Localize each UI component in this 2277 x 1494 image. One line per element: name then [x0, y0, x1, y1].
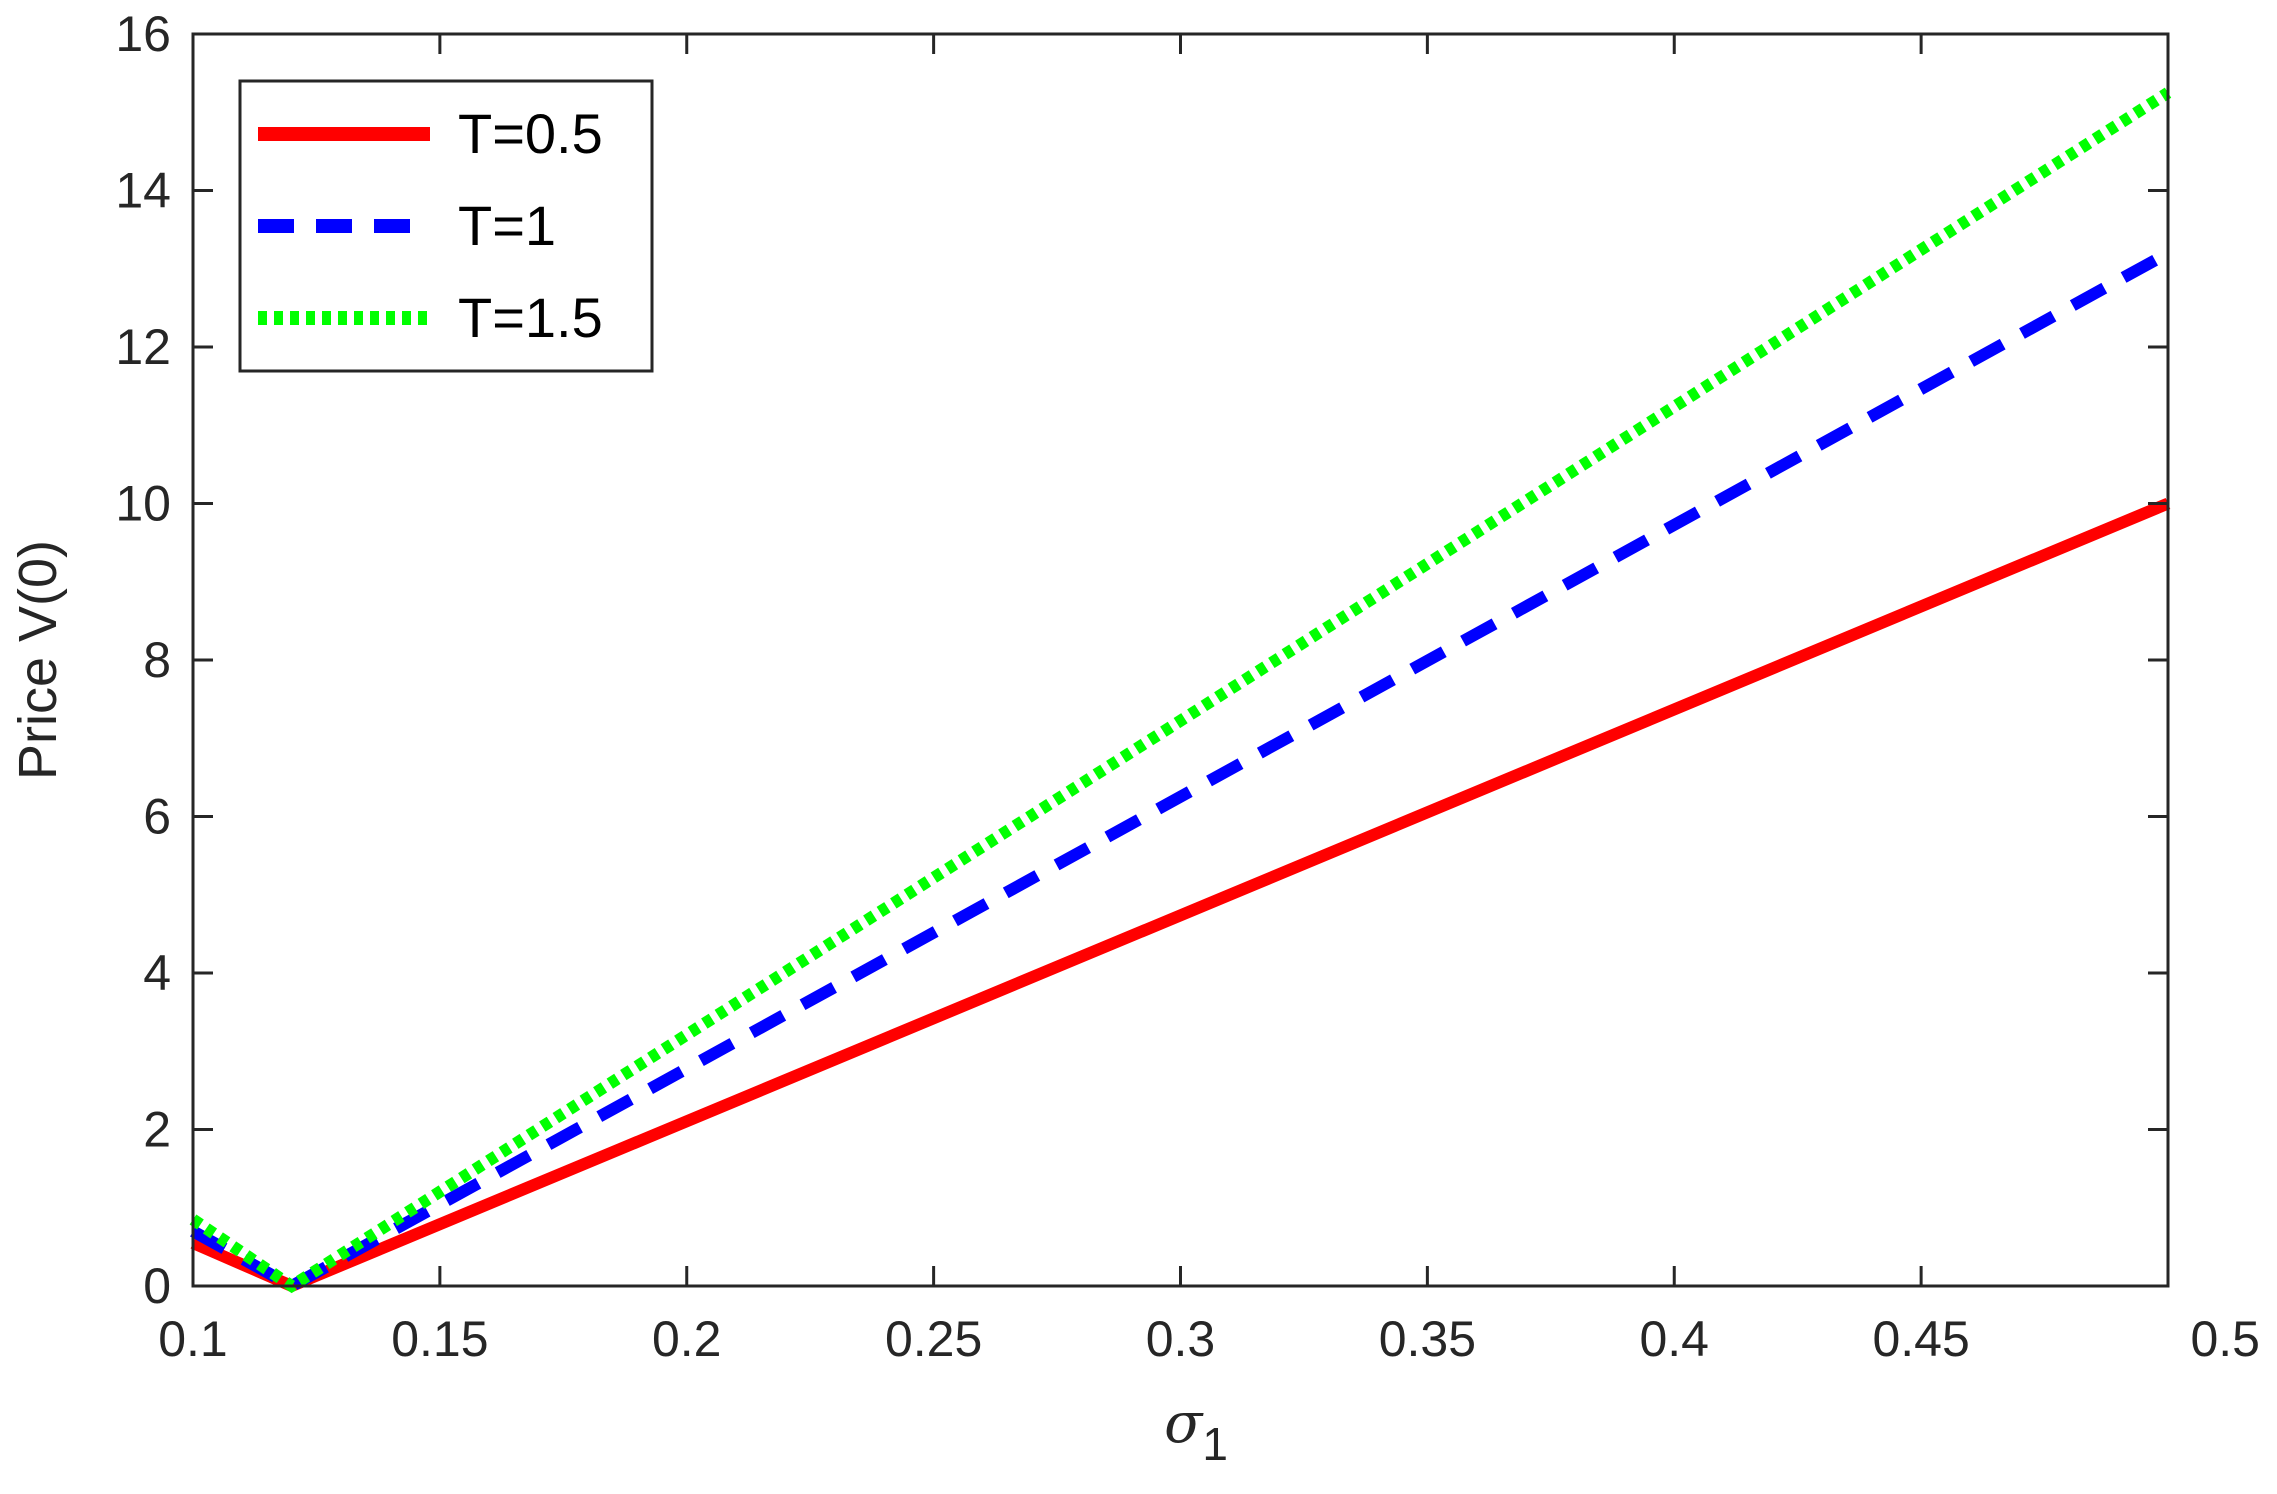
x-tick-label-7: 0.45 [1872, 1311, 1969, 1367]
legend-label-t05: T=0.5 [458, 102, 603, 165]
x-tick-label-8: 0.5 [2190, 1311, 2260, 1367]
legend-label-t1: T=1 [458, 194, 556, 257]
y-tick-label-5: 10 [115, 476, 171, 532]
y-tick-label-1: 2 [143, 1102, 171, 1158]
legend: T=0.5 T=1 T=1.5 [238, 79, 654, 373]
x-tick-label-0: 0.1 [158, 1311, 228, 1367]
x-tick-label-2: 0.2 [652, 1311, 722, 1367]
series-line-0 [190, 497, 2171, 1293]
x-tick-label-3: 0.25 [885, 1311, 982, 1367]
x-tick-labels: 0.1 0.15 0.2 0.25 0.3 0.35 0.4 0.45 0.5 [158, 1311, 2260, 1367]
y-tick-label-7: 14 [115, 163, 171, 219]
axis-ticks [191, 32, 2170, 1288]
y-tick-label-6: 12 [115, 319, 171, 375]
y-tick-label-3: 6 [143, 789, 171, 845]
x-tick-label-6: 0.4 [1639, 1311, 1709, 1367]
x-tick-label-5: 0.35 [1379, 1311, 1476, 1367]
y-tick-label-2: 4 [143, 945, 171, 1001]
y-tick-label-8: 16 [115, 6, 171, 62]
y-tick-label-0: 0 [143, 1258, 171, 1314]
y-axis-label: Price V(0) [8, 540, 68, 780]
series-line-1 [190, 247, 2171, 1293]
x-axis-label-subscript: 1 [1202, 1418, 1228, 1470]
y-tick-label-4: 8 [143, 632, 171, 688]
x-axis-label: σ1 [1164, 1391, 1228, 1470]
x-tick-label-1: 0.15 [391, 1311, 488, 1367]
y-tick-labels: 0 2 4 6 8 10 12 14 16 [115, 6, 171, 1314]
x-tick-label-4: 0.3 [1146, 1311, 1216, 1367]
legend-label-t15: T=1.5 [458, 286, 603, 349]
x-axis-label-symbol: σ [1164, 1391, 1204, 1456]
